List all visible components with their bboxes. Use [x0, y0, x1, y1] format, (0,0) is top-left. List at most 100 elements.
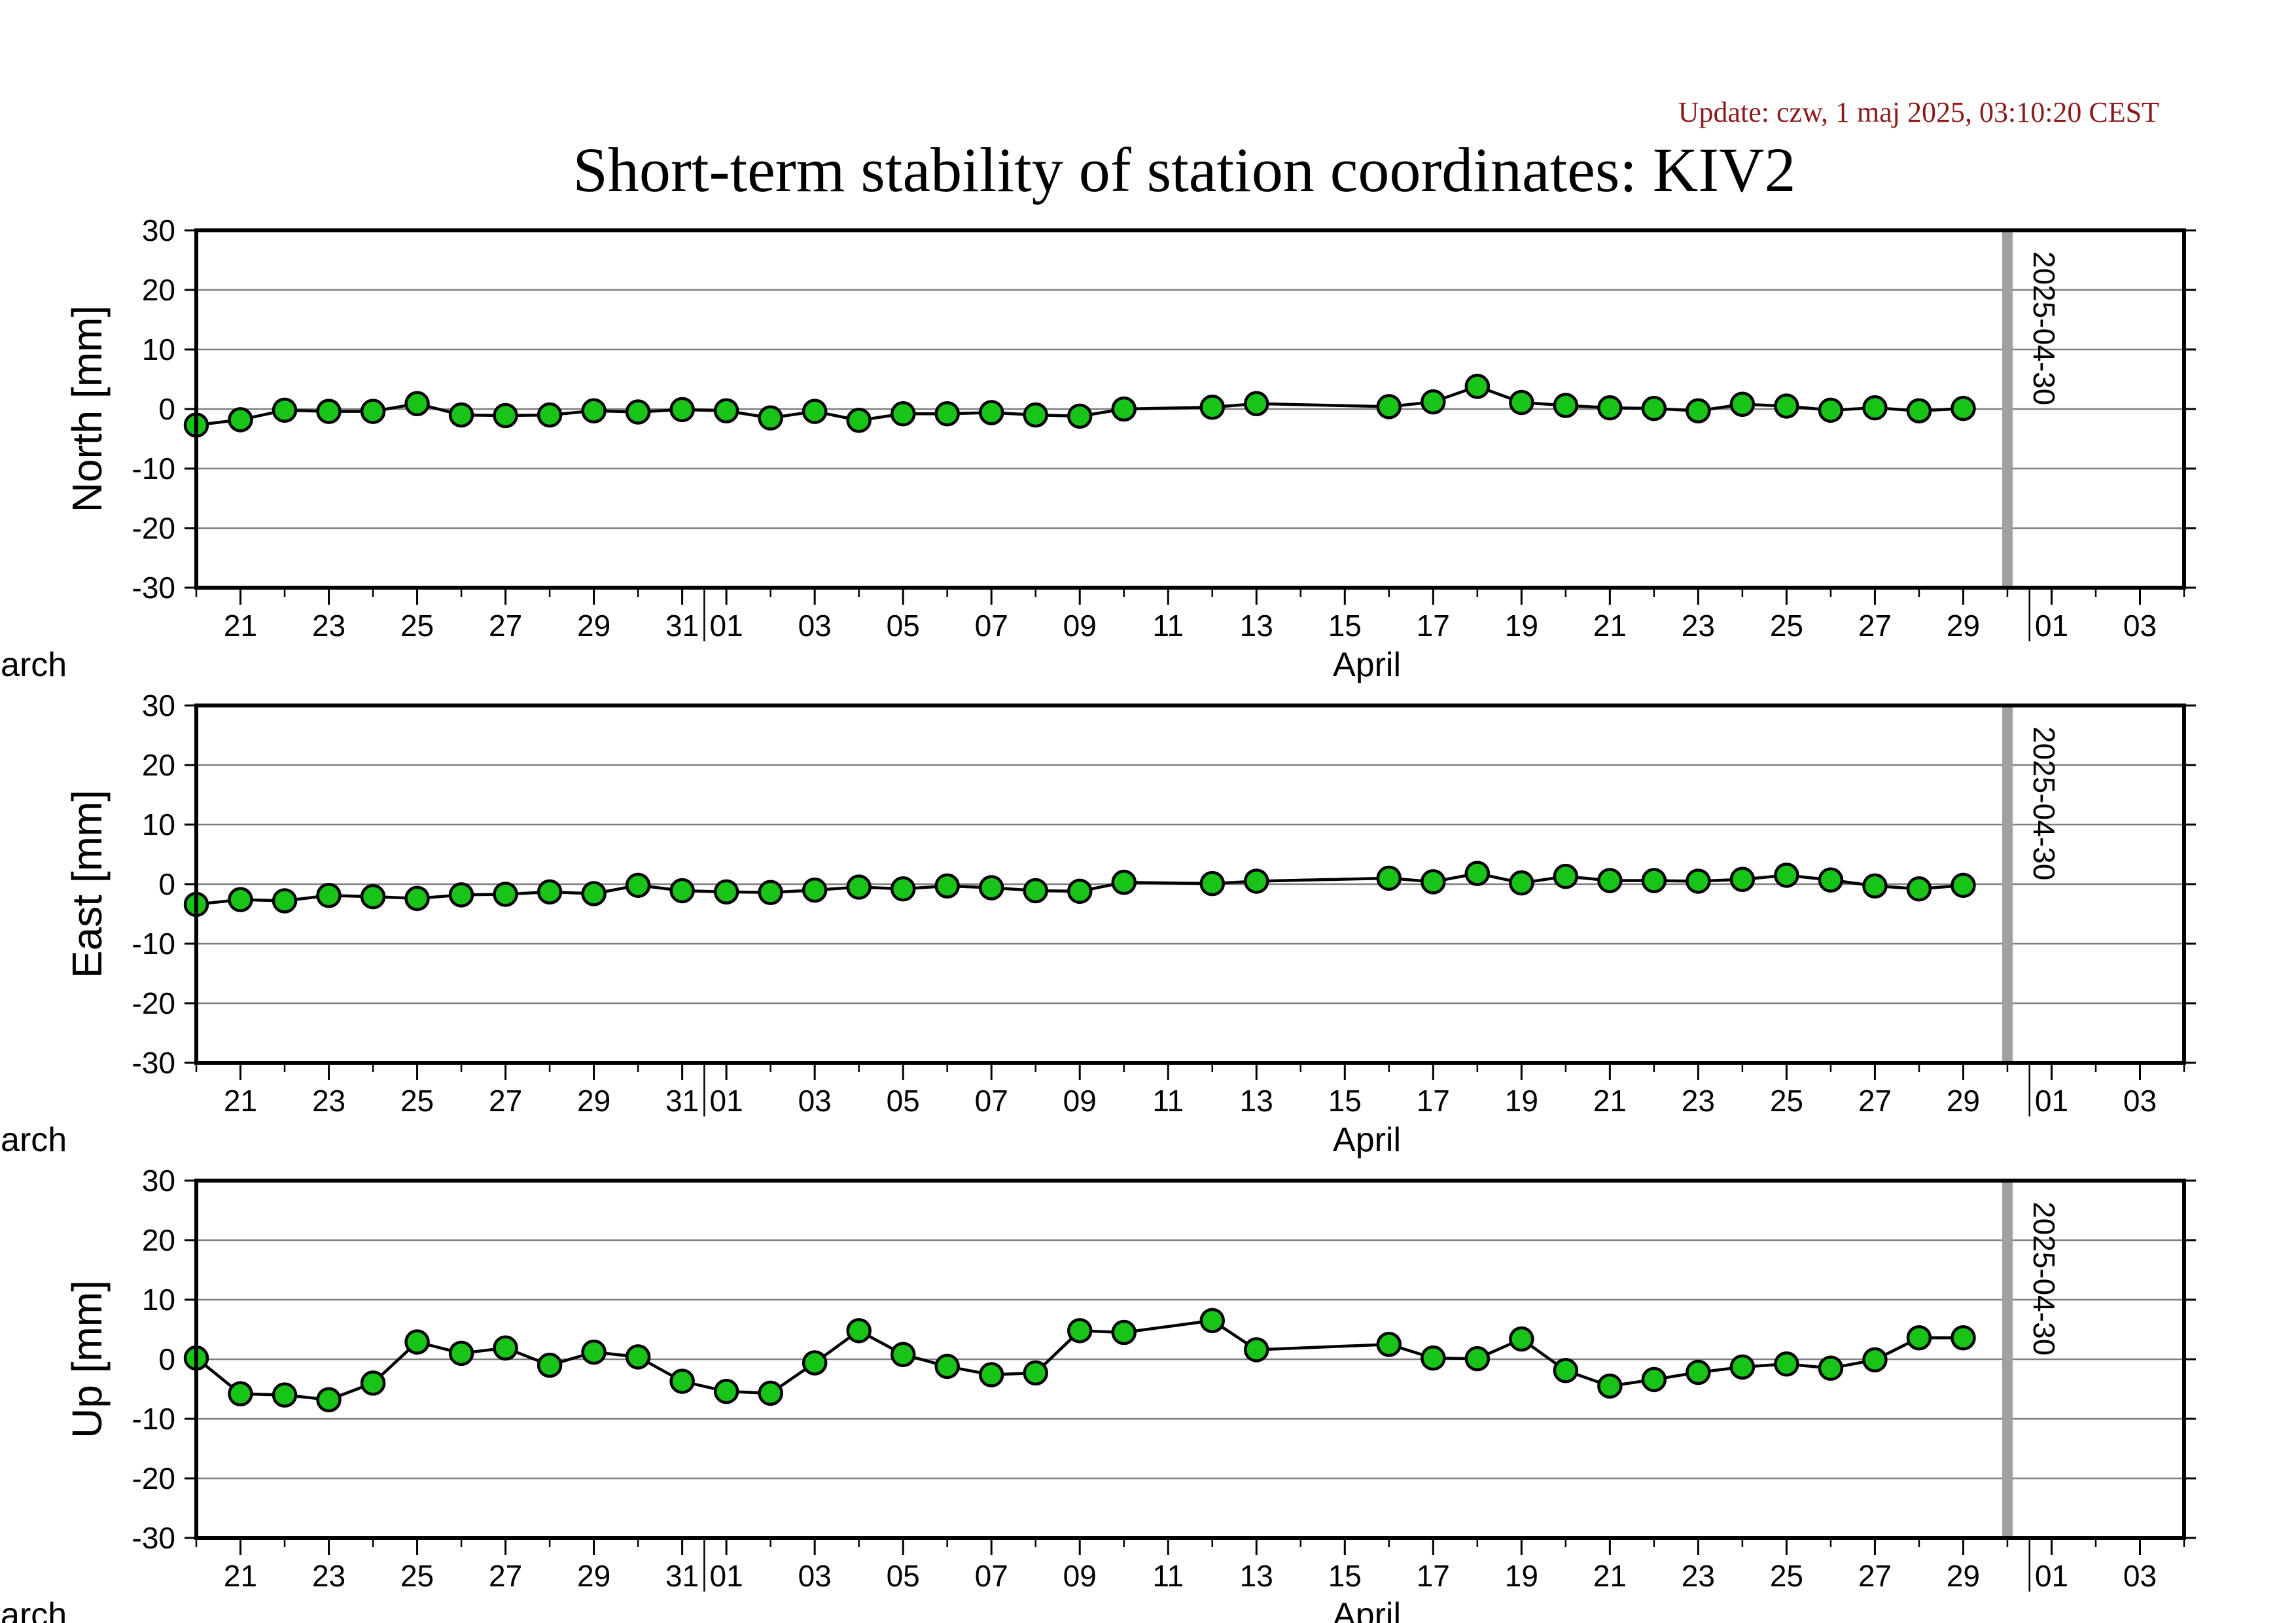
plot-frame — [194, 228, 2186, 590]
x-tick-label: 21 — [1593, 1559, 1627, 1593]
data-point — [228, 407, 253, 433]
x-tick-label: 07 — [975, 1084, 1008, 1118]
x-tick-label: 09 — [1063, 1559, 1097, 1593]
data-point — [625, 399, 651, 425]
x-tick-label: 11 — [1152, 1084, 1184, 1118]
panel-north: 30 20 10 0 -10 -20 -30 2025-04-30 21 23 25 27 29 31 01… — [0, 213, 2196, 684]
y-axis-label: East [mm] — [63, 790, 111, 978]
data-point — [934, 401, 960, 427]
x-tick-label: 15 — [1328, 609, 1362, 643]
data-point — [846, 874, 872, 900]
x-tick-label: 03 — [798, 609, 832, 643]
y-tick-label: 0 — [158, 867, 175, 901]
data-point — [1774, 393, 1799, 419]
data-point — [1244, 391, 1269, 417]
data-point — [448, 402, 474, 428]
x-tick-label: 15 — [1328, 1559, 1362, 1593]
x-tick-label: 27 — [1858, 1559, 1892, 1593]
today-marker — [2002, 230, 2013, 588]
x-tick-label: 09 — [1063, 1084, 1097, 1118]
x-tick-label: 27 — [1858, 609, 1892, 643]
data-point — [1376, 865, 1402, 891]
data-point — [581, 881, 607, 906]
data-point — [404, 885, 430, 912]
data-point — [493, 402, 518, 429]
y-tick-label: 10 — [142, 1283, 175, 1317]
x-tick-label: 13 — [1240, 609, 1273, 643]
data-point — [228, 887, 253, 912]
x-tick-label: 01 — [2035, 1559, 2068, 1593]
x-tick-label: 09 — [1063, 609, 1097, 643]
data-point — [1199, 870, 1226, 897]
x-tick-label: 05 — [887, 609, 920, 643]
data-point — [1111, 870, 1137, 895]
x-tick-label: 03 — [2123, 609, 2157, 643]
data-point — [1464, 374, 1491, 399]
data-point — [890, 1342, 916, 1367]
data-point — [713, 1378, 739, 1404]
data-point — [1862, 873, 1888, 899]
x-tick-label: 29 — [577, 609, 610, 643]
data-point — [1686, 1359, 1711, 1385]
data-point — [1597, 395, 1623, 421]
y-axis-label: North [mm] — [63, 306, 111, 512]
y-tick-label: 0 — [158, 392, 175, 426]
x-tick-label: 11 — [1152, 1559, 1184, 1593]
today-marker — [2002, 705, 2013, 1063]
today-label: 2025-04-30 — [2027, 1202, 2061, 1355]
x-tick-label: 01 — [2035, 609, 2068, 643]
x-tick-label: 03 — [798, 1559, 832, 1593]
data-point — [1509, 389, 1534, 416]
data-point — [1023, 402, 1048, 428]
panel-up: 30 20 10 0 -10 -20 -30 2025-04-30 21 23 25 27 29 31 01… — [0, 1164, 2196, 1623]
data-point — [1023, 878, 1048, 904]
data-point — [1509, 1326, 1534, 1352]
x-tick-label: 21 — [224, 1084, 257, 1118]
data-point — [978, 400, 1004, 425]
data-point — [1067, 878, 1093, 904]
data-point — [1199, 1308, 1226, 1334]
data-point — [1729, 391, 1756, 417]
data-point — [1818, 397, 1844, 423]
x-tick-label: 15 — [1328, 1084, 1362, 1118]
plot-frame — [194, 1179, 2186, 1540]
x-tick-label: 29 — [1947, 1084, 1980, 1118]
data-point — [669, 397, 695, 423]
x-tick-label: 19 — [1505, 609, 1538, 643]
x-tick-label: 29 — [1947, 609, 1980, 643]
data-point — [1729, 866, 1756, 892]
month-label: April — [1333, 1596, 1401, 1623]
x-tick-label: 17 — [1417, 1084, 1450, 1118]
data-point — [316, 883, 342, 908]
month-label: March — [0, 1121, 67, 1159]
data-point — [537, 879, 563, 905]
data-point — [1421, 869, 1446, 895]
data-point — [1199, 395, 1226, 420]
month-label: March — [0, 646, 67, 684]
data-point — [493, 1335, 518, 1361]
data-point — [669, 1368, 695, 1394]
data-point — [1951, 1325, 1976, 1351]
data-point — [1951, 395, 1976, 421]
today-marker — [2002, 1181, 2013, 1538]
update-timestamp: Update: czw, 1 maj 2025, 03:10:20 CEST — [1678, 96, 2159, 128]
data-point — [272, 888, 298, 914]
x-tick-label: 25 — [1770, 1084, 1803, 1118]
data-point — [625, 872, 651, 899]
y-tick-label: 20 — [142, 748, 175, 782]
x-tick-label: 01 — [710, 609, 743, 643]
data-point — [1553, 1358, 1579, 1383]
data-point — [1376, 1332, 1402, 1357]
y-tick-label: -20 — [132, 986, 175, 1020]
data-point — [537, 1352, 563, 1378]
x-tick-label: 23 — [1682, 609, 1715, 643]
data-point — [1464, 1346, 1491, 1372]
data-point — [758, 405, 783, 431]
data-point — [581, 398, 607, 423]
x-tick-label: 05 — [887, 1084, 920, 1118]
data-point — [1111, 396, 1137, 422]
data-point — [272, 397, 298, 423]
data-point — [404, 391, 430, 417]
data-point — [1597, 868, 1623, 893]
data-point — [1641, 1366, 1667, 1393]
